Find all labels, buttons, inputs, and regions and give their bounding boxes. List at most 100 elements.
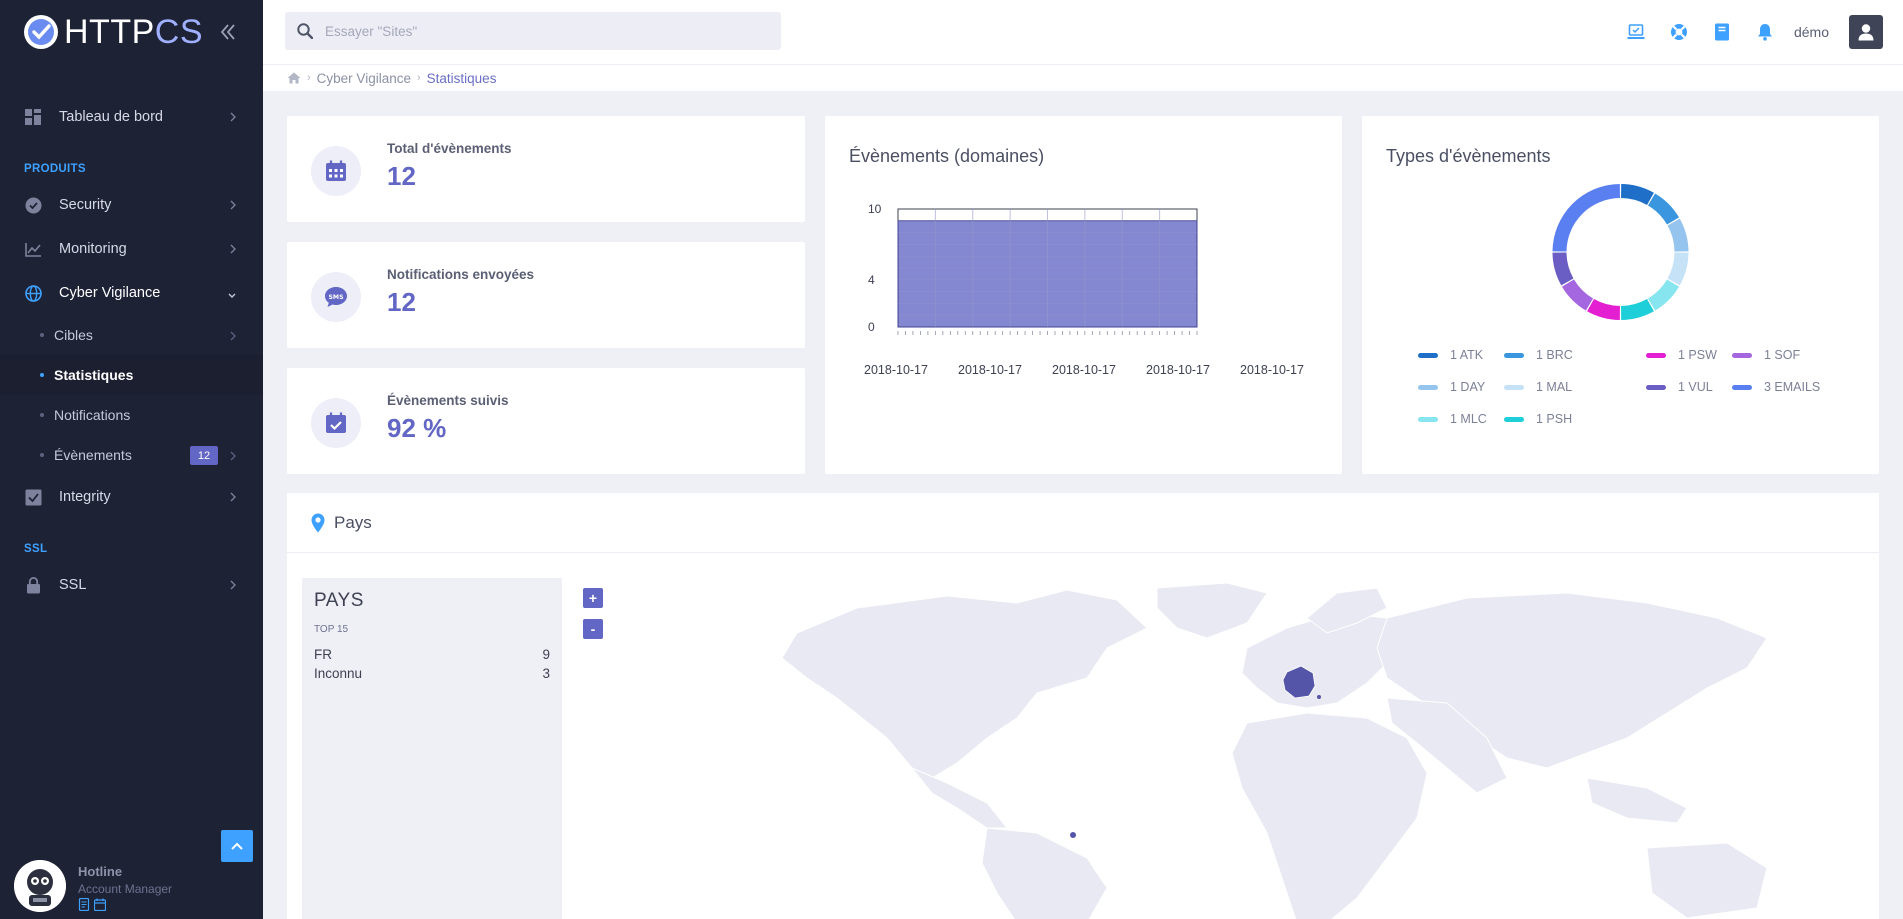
chart-x-tick-label: 2018-10-17 — [1240, 363, 1304, 377]
world-map[interactable] — [687, 578, 1827, 919]
legend-item[interactable]: 1 DAY — [1418, 380, 1485, 394]
search-box — [285, 12, 781, 50]
check-badge-icon — [24, 15, 58, 49]
lifebuoy-icon[interactable] — [1668, 21, 1690, 43]
globe-icon — [24, 284, 42, 302]
check-circle-icon — [24, 196, 42, 214]
donut-slice-brc[interactable] — [1647, 193, 1680, 225]
legend-item[interactable]: 1 ATK — [1418, 348, 1483, 362]
search-icon[interactable] — [297, 23, 314, 40]
sidebar: HTTPCS Tableau de bord PRODUITS Security… — [0, 0, 263, 919]
sidebar-item-label: Integrity — [59, 489, 111, 505]
map-country-corsica — [1317, 695, 1321, 699]
legend-item[interactable]: 3 EMAILS — [1732, 380, 1820, 394]
sidebar-item-label: Tableau de bord — [59, 109, 163, 125]
sidebar-subitem-label: Évènements — [54, 447, 132, 463]
country-name: Inconnu — [314, 666, 363, 681]
stat-value: 92 % — [387, 413, 447, 443]
legend-item[interactable]: 1 VUL — [1646, 380, 1713, 394]
legend-label: 1 MLC — [1450, 412, 1487, 426]
scroll-top-button[interactable] — [221, 830, 253, 862]
sidebar-subitem-statistiques[interactable]: Statistiques — [0, 355, 263, 395]
sidebar-item-security[interactable]: Security — [0, 183, 263, 227]
sidebar-item-cyber-vigilance[interactable]: Cyber Vigilance — [0, 271, 263, 315]
sidebar-item-integrity[interactable]: Integrity — [0, 475, 263, 519]
chevron-right-icon — [229, 329, 237, 341]
pays-header: Pays — [287, 493, 1879, 553]
stat-card-total: Total d'évènements 12 — [287, 116, 805, 222]
topbar: démo — [263, 0, 1903, 64]
double-chevron-left-icon[interactable] — [216, 20, 240, 44]
legend-item[interactable]: 1 PSW — [1646, 348, 1717, 362]
map-region-africa — [1231, 712, 1428, 919]
username[interactable]: démo — [1793, 24, 1829, 40]
map-region-greenland — [1156, 582, 1268, 639]
document-icon[interactable] — [78, 897, 90, 916]
legend-item[interactable]: 1 MAL — [1504, 380, 1572, 394]
map-country-french-guiana — [1070, 832, 1076, 838]
sidebar-item-dashboard[interactable]: Tableau de bord — [0, 95, 263, 139]
legend-swatch — [1646, 352, 1666, 358]
book-icon[interactable] — [1711, 21, 1733, 43]
sidebar-item-monitoring[interactable]: Monitoring — [0, 227, 263, 271]
count-badge: 12 — [190, 446, 218, 465]
logo-text: HTTPCS — [64, 12, 204, 51]
pays-panel-subtitle: TOP 15 — [314, 624, 349, 635]
home-icon[interactable] — [287, 72, 301, 84]
sidebar-subitem-notifications[interactable]: Notifications — [0, 395, 263, 435]
legend-item[interactable]: 1 BRC — [1504, 348, 1573, 362]
sidebar-item-ssl[interactable]: SSL — [0, 563, 263, 607]
donut-slice-mal[interactable] — [1667, 252, 1689, 286]
donut-slice-mlc[interactable] — [1647, 279, 1680, 311]
user-icon — [1858, 24, 1874, 41]
events-area-chart: 10 4 0 2018-10-17 2018-10-17 2018-10-17 2018-1… — [864, 202, 1304, 377]
donut-slice-atk[interactable] — [1621, 184, 1654, 205]
legend-label: 1 DAY — [1450, 380, 1486, 394]
map-region-central-america — [911, 767, 1009, 829]
chart-x-tick-label: 2018-10-17 — [1052, 363, 1116, 377]
donut-slice-sof[interactable] — [1561, 279, 1594, 311]
legend-label: 1 VUL — [1678, 380, 1713, 394]
donut-slice-day[interactable] — [1667, 218, 1689, 252]
chevron-right-icon — [229, 199, 237, 211]
sidebar-subitem-cibles[interactable]: Cibles — [0, 315, 263, 355]
map-region-asia — [1376, 592, 1768, 769]
donut-slice-psw[interactable] — [1587, 299, 1620, 320]
stat-label: Notifications envoyées — [387, 267, 535, 282]
sidebar-subitem-evenements[interactable]: Évènements 12 — [0, 435, 263, 475]
country-row: Inconnu 3 — [314, 666, 550, 681]
line-chart-icon — [24, 240, 42, 258]
legend-label: 1 PSH — [1536, 412, 1573, 426]
legend-item[interactable]: 1 MLC — [1418, 412, 1487, 426]
logo[interactable]: HTTPCS — [24, 12, 204, 51]
laptop-check-icon[interactable] — [1625, 21, 1647, 43]
donut-slice-psh[interactable] — [1621, 299, 1654, 320]
breadcrumb-separator: › — [307, 72, 311, 84]
map-zoom-in-button[interactable]: + — [583, 588, 603, 608]
sidebar-item-label: Monitoring — [59, 241, 127, 257]
legend-swatch — [1418, 384, 1438, 390]
legend-item[interactable]: 1 PSH — [1504, 412, 1572, 426]
section-label-products: PRODUITS — [24, 163, 86, 175]
sidebar-subitem-label: Statistiques — [54, 367, 134, 383]
map-region-middle-east — [1386, 697, 1508, 794]
chart-x-tick-label: 2018-10-17 — [864, 363, 928, 377]
search-input[interactable] — [325, 23, 765, 39]
legend-label: 1 PSW — [1678, 348, 1717, 362]
map-zoom-out-button[interactable]: - — [583, 619, 603, 639]
calendar-small-icon[interactable] — [93, 898, 107, 916]
legend-swatch — [1504, 384, 1524, 390]
legend-label: 1 BRC — [1536, 348, 1573, 362]
bell-icon[interactable] — [1754, 21, 1776, 43]
donut-slice-vul[interactable] — [1552, 252, 1574, 286]
donut-slice-emails[interactable] — [1552, 184, 1620, 252]
legend-item[interactable]: 1 SOF — [1732, 348, 1800, 362]
country-count: 9 — [542, 647, 550, 662]
breadcrumb-parent[interactable]: Cyber Vigilance — [316, 70, 411, 86]
breadcrumb-separator: › — [416, 72, 421, 84]
hotline-role: Account Manager — [78, 882, 173, 896]
stat-card-notifications: SMS Notifications envoyées 12 — [287, 242, 805, 348]
map-pin-icon — [311, 513, 325, 533]
user-menu-button[interactable] — [1849, 15, 1883, 49]
legend-label: 1 MAL — [1536, 380, 1573, 394]
